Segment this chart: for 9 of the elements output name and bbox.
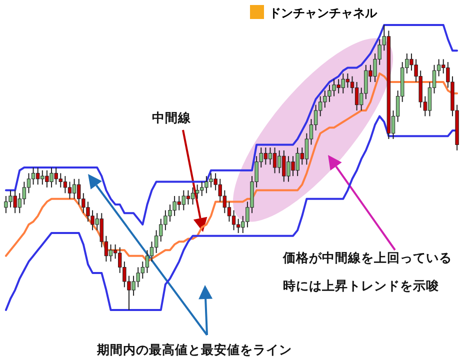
text: 期間内の最高値と最安値をライン bbox=[96, 342, 292, 357]
annotation: 中間線 bbox=[152, 110, 192, 125]
annotation: 時には上昇トレンドを示唆 bbox=[283, 278, 439, 293]
annotation: 価格が中間線を上回っている bbox=[282, 250, 452, 265]
candlestick bbox=[268, 147, 272, 166]
candlestick bbox=[108, 244, 113, 262]
candlestick bbox=[190, 186, 195, 206]
chart-title: ドンチャンチャネル bbox=[269, 6, 378, 20]
candlestick bbox=[68, 181, 72, 200]
